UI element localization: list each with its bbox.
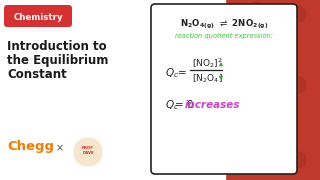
Circle shape [229,82,245,98]
Text: PROF: PROF [82,146,94,150]
Circle shape [74,138,102,166]
Text: reaction quotient expression:: reaction quotient expression: [175,33,273,39]
Text: Chemistry: Chemistry [13,12,63,21]
Text: increases: increases [184,100,240,110]
FancyBboxPatch shape [4,5,72,27]
FancyBboxPatch shape [151,4,297,174]
Text: $[\mathrm{NO_2}]^2$: $[\mathrm{NO_2}]^2$ [192,56,222,70]
Text: the Equilibrium: the Equilibrium [7,54,108,67]
Text: Chegg: Chegg [7,140,54,153]
Text: $Q_c$: $Q_c$ [165,66,179,80]
Circle shape [290,152,306,168]
Circle shape [269,4,285,20]
Circle shape [229,147,245,163]
Circle shape [229,4,245,20]
Bar [225,0,320,180]
Circle shape [290,77,306,93]
Bar [0,0,225,180]
Text: $[\mathrm{N_2O_4}]$: $[\mathrm{N_2O_4}]$ [192,73,222,85]
Text: Introduction to: Introduction to [7,40,107,53]
Text: $Q_c$: $Q_c$ [165,98,179,112]
Circle shape [290,6,306,22]
Text: DAVE: DAVE [82,151,94,155]
Circle shape [249,2,265,18]
Text: = 0: = 0 [175,100,193,110]
Text: Constant: Constant [7,68,67,81]
Text: $\mathbf{N_2O_4}$$\mathbf{_{(g)}}$  ⇌  $\mathbf{2NO_2}$$\mathbf{_{(g)}}$: $\mathbf{N_2O_4}$$\mathbf{_{(g)}}$ ⇌ $\m… [180,17,268,31]
Text: =: = [178,68,186,78]
Circle shape [267,142,283,158]
Text: ×: × [56,143,64,153]
